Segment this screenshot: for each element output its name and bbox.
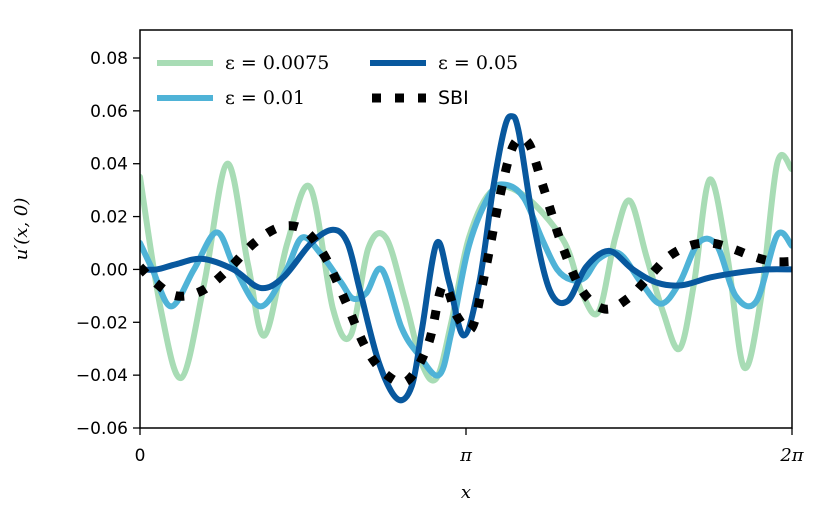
x-axis: 0 π 2π bbox=[135, 428, 805, 466]
y-tick-label: 0.02 bbox=[90, 208, 128, 228]
legend-label-eps-0075: ε = 0.0075 bbox=[225, 52, 329, 74]
legend-label-eps-005: ε = 0.05 bbox=[438, 52, 518, 74]
y-tick-label: 0.00 bbox=[90, 260, 128, 280]
y-tick-label: 0.08 bbox=[90, 49, 128, 69]
y-tick-label: 0.04 bbox=[90, 155, 128, 175]
series-line-sbi bbox=[140, 133, 792, 388]
x-axis-label: x bbox=[461, 482, 471, 503]
series-layer bbox=[140, 113, 792, 404]
y-tick-label: −0.02 bbox=[76, 313, 128, 333]
legend-label-sbi: SBI bbox=[438, 87, 469, 109]
x-tick-label: 0 bbox=[135, 446, 146, 466]
legend: ε = 0.0075 ε = 0.01 ε = 0.05 SBI bbox=[157, 52, 518, 109]
y-tick-label: −0.04 bbox=[76, 366, 128, 386]
series-line-eps-005 bbox=[140, 113, 792, 404]
legend-label-eps-001: ε = 0.01 bbox=[225, 87, 305, 109]
x-tick-label: π bbox=[459, 445, 473, 466]
y-axis: −0.06 −0.04 −0.02 0.00 0.02 0.04 0.06 0.08 bbox=[76, 49, 140, 439]
y-tick-label: 0.06 bbox=[90, 102, 128, 122]
y-tick-label: −0.06 bbox=[76, 419, 128, 439]
x-tick-label: 2π bbox=[779, 445, 804, 466]
y-axis-label: u′(x, 0) bbox=[11, 198, 32, 261]
